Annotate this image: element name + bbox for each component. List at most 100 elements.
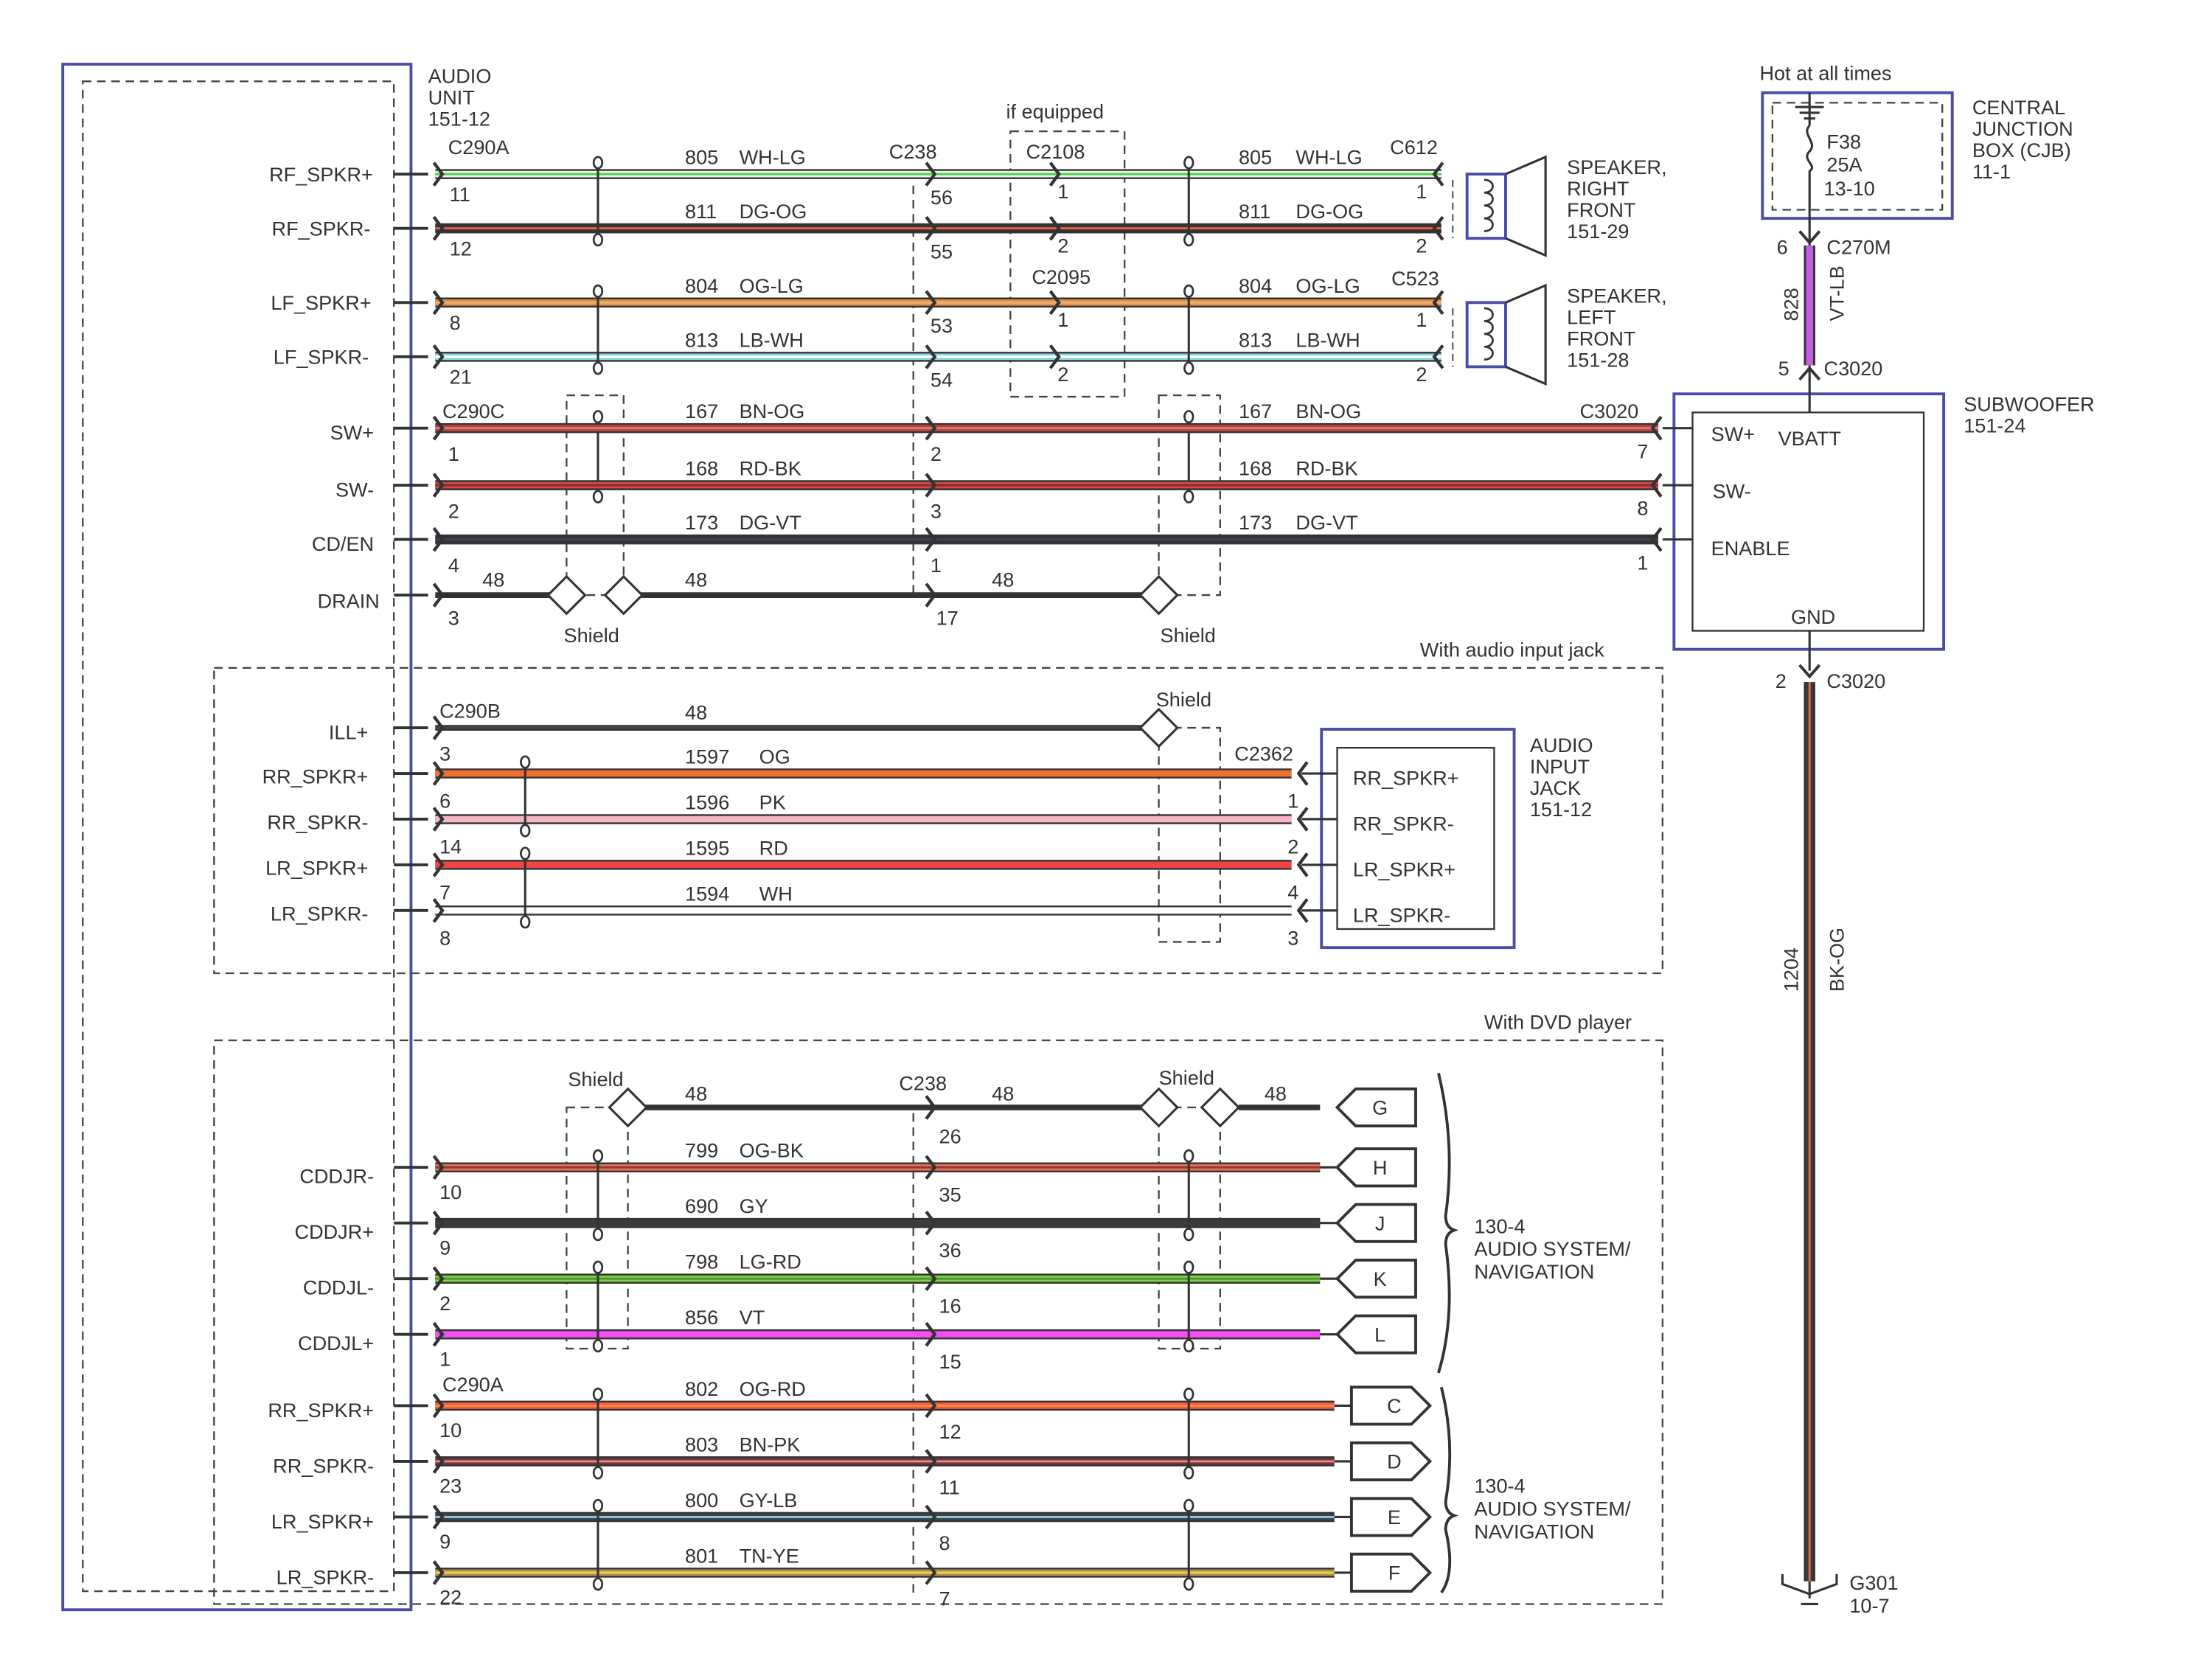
- wire-color-code: PK: [759, 790, 786, 813]
- pin-number: 2: [1416, 363, 1427, 386]
- circuit-number: 173: [685, 511, 718, 534]
- pin-number: 56: [931, 186, 953, 209]
- connector-pin-icon: [925, 1095, 937, 1120]
- jack-pin-label: LR_SPKR-: [1353, 903, 1450, 926]
- wire-color-code: RD: [759, 836, 788, 859]
- ground-label: G301: [1849, 1571, 1898, 1594]
- connector-pin-icon: [925, 526, 937, 552]
- connector-pin-icon: [432, 215, 445, 241]
- connector-pin-icon: [432, 1560, 445, 1585]
- connector-pin-icon: [432, 582, 445, 608]
- pin-number: 8: [1637, 497, 1648, 520]
- circuit-number: 801: [685, 1544, 718, 1567]
- nav-reference: NAVIGATION: [1474, 1520, 1594, 1543]
- twisted-pair-icon: [520, 755, 531, 838]
- speaker-right-front-label: 151-29: [1567, 220, 1629, 243]
- connector-pin-icon: [432, 1155, 445, 1180]
- circuit-number: 856: [685, 1306, 718, 1329]
- wire-color-code: WH-LG: [1295, 146, 1362, 169]
- pin-number: 16: [939, 1295, 961, 1318]
- shield-box: [566, 394, 625, 597]
- wire-color-code: DG-OG: [1295, 200, 1363, 223]
- connector-flag[interactable]: [1335, 1203, 1417, 1243]
- connector-pin-icon: [1296, 898, 1309, 923]
- connector-pin-icon: [925, 473, 937, 498]
- connector-flag[interactable]: [1349, 1552, 1433, 1593]
- pin-number: 9: [439, 1236, 451, 1259]
- nav-reference: NAVIGATION: [1474, 1260, 1594, 1283]
- pin-number: 22: [439, 1585, 462, 1608]
- wire-color-code: OG-BK: [740, 1139, 804, 1162]
- speaker-left-front-icon: [1452, 283, 1547, 386]
- pin-number: 15: [939, 1350, 961, 1373]
- shield-box: [1158, 726, 1221, 943]
- flag-label: D: [1387, 1450, 1402, 1473]
- jack-pin-label: RR_SPKR-: [1353, 812, 1454, 835]
- connector-pin-icon: [1296, 852, 1309, 877]
- connector-c2095: C2095: [1032, 265, 1091, 288]
- signal-label: SW-: [335, 479, 374, 501]
- circuit-number: 805: [685, 146, 718, 169]
- signal-label: CD/EN: [312, 532, 374, 555]
- pin-number: 7: [439, 880, 451, 903]
- connector-pin-icon: [1798, 230, 1821, 381]
- pin-number: 2: [1775, 669, 1787, 692]
- circuit-number: 800: [685, 1489, 718, 1512]
- circuit-number: 805: [1239, 146, 1272, 169]
- fuse-ref: 13-10: [1824, 177, 1875, 200]
- connector-pin-icon: [432, 715, 445, 740]
- connector-pin-icon: [432, 898, 445, 923]
- connector-flag[interactable]: [1349, 1385, 1433, 1426]
- flag-label: E: [1388, 1506, 1401, 1528]
- wire-color-code: VT-LB: [1826, 265, 1848, 321]
- connector-pin-icon: [925, 161, 937, 187]
- wire-color-code: RD-BK: [740, 457, 801, 480]
- speaker-left-front-label: LEFT: [1567, 305, 1615, 328]
- wire-color-code: BN-OG: [740, 400, 805, 422]
- wire-color-code: BN-PK: [740, 1433, 801, 1455]
- signal-label: LF_SPKR-: [274, 346, 369, 369]
- speaker-right-front-label: RIGHT: [1567, 177, 1629, 200]
- connector-pin-icon: [432, 1504, 445, 1530]
- pin-number: 54: [931, 369, 953, 392]
- shield-drain-icon: [546, 574, 587, 616]
- connector-c3020: C3020: [1824, 357, 1883, 380]
- subwoofer-pin-label: VBATT: [1778, 427, 1841, 450]
- connector-flag[interactable]: [1349, 1441, 1433, 1482]
- connector-flag[interactable]: [1335, 1087, 1417, 1128]
- connector-flag[interactable]: [1349, 1497, 1433, 1537]
- wire-color-code: OG-RD: [740, 1377, 806, 1400]
- wire-color-code: GY-LB: [740, 1489, 798, 1512]
- connector-pin-icon: [925, 1155, 937, 1180]
- subwoofer-pin-label: ENABLE: [1711, 537, 1790, 560]
- connector-flag[interactable]: [1335, 1147, 1417, 1188]
- shield-label: Shield: [1159, 1066, 1214, 1089]
- subwoofer-pin-label: GND: [1791, 605, 1835, 628]
- wire-color-code: BK-OG: [1826, 928, 1848, 992]
- circuit-number: 48: [992, 568, 1014, 591]
- circuit-number: 1594: [685, 882, 729, 905]
- pin-number: 11: [450, 183, 470, 206]
- pin-number: 8: [450, 311, 461, 334]
- connector-c290a: C290A: [442, 1373, 504, 1396]
- twisted-pair-icon: [592, 1387, 604, 1480]
- nav-reference: AUDIO SYSTEM/: [1474, 1237, 1631, 1260]
- flag-label: J: [1375, 1211, 1385, 1234]
- pin-number: 2: [1416, 234, 1427, 257]
- pin-number: 23: [439, 1475, 462, 1498]
- twisted-pair-icon: [592, 284, 604, 375]
- connector-pin-icon: [432, 1210, 445, 1236]
- audio-unit-inner: [82, 80, 395, 1593]
- pin-number: 8: [439, 926, 451, 949]
- speaker-right-front-label: FRONT: [1567, 198, 1635, 221]
- connector-flag[interactable]: [1335, 1259, 1417, 1299]
- connector-flag[interactable]: [1335, 1314, 1417, 1354]
- signal-label: LR_SPKR-: [276, 1565, 374, 1588]
- fuse-rating: 25A: [1826, 153, 1863, 175]
- connector-pin-icon: [925, 415, 937, 441]
- audio-input-section: [213, 667, 1663, 975]
- flag-label: F: [1388, 1562, 1401, 1585]
- pin-number: 2: [1057, 234, 1068, 257]
- signal-label: DRAIN: [318, 590, 380, 613]
